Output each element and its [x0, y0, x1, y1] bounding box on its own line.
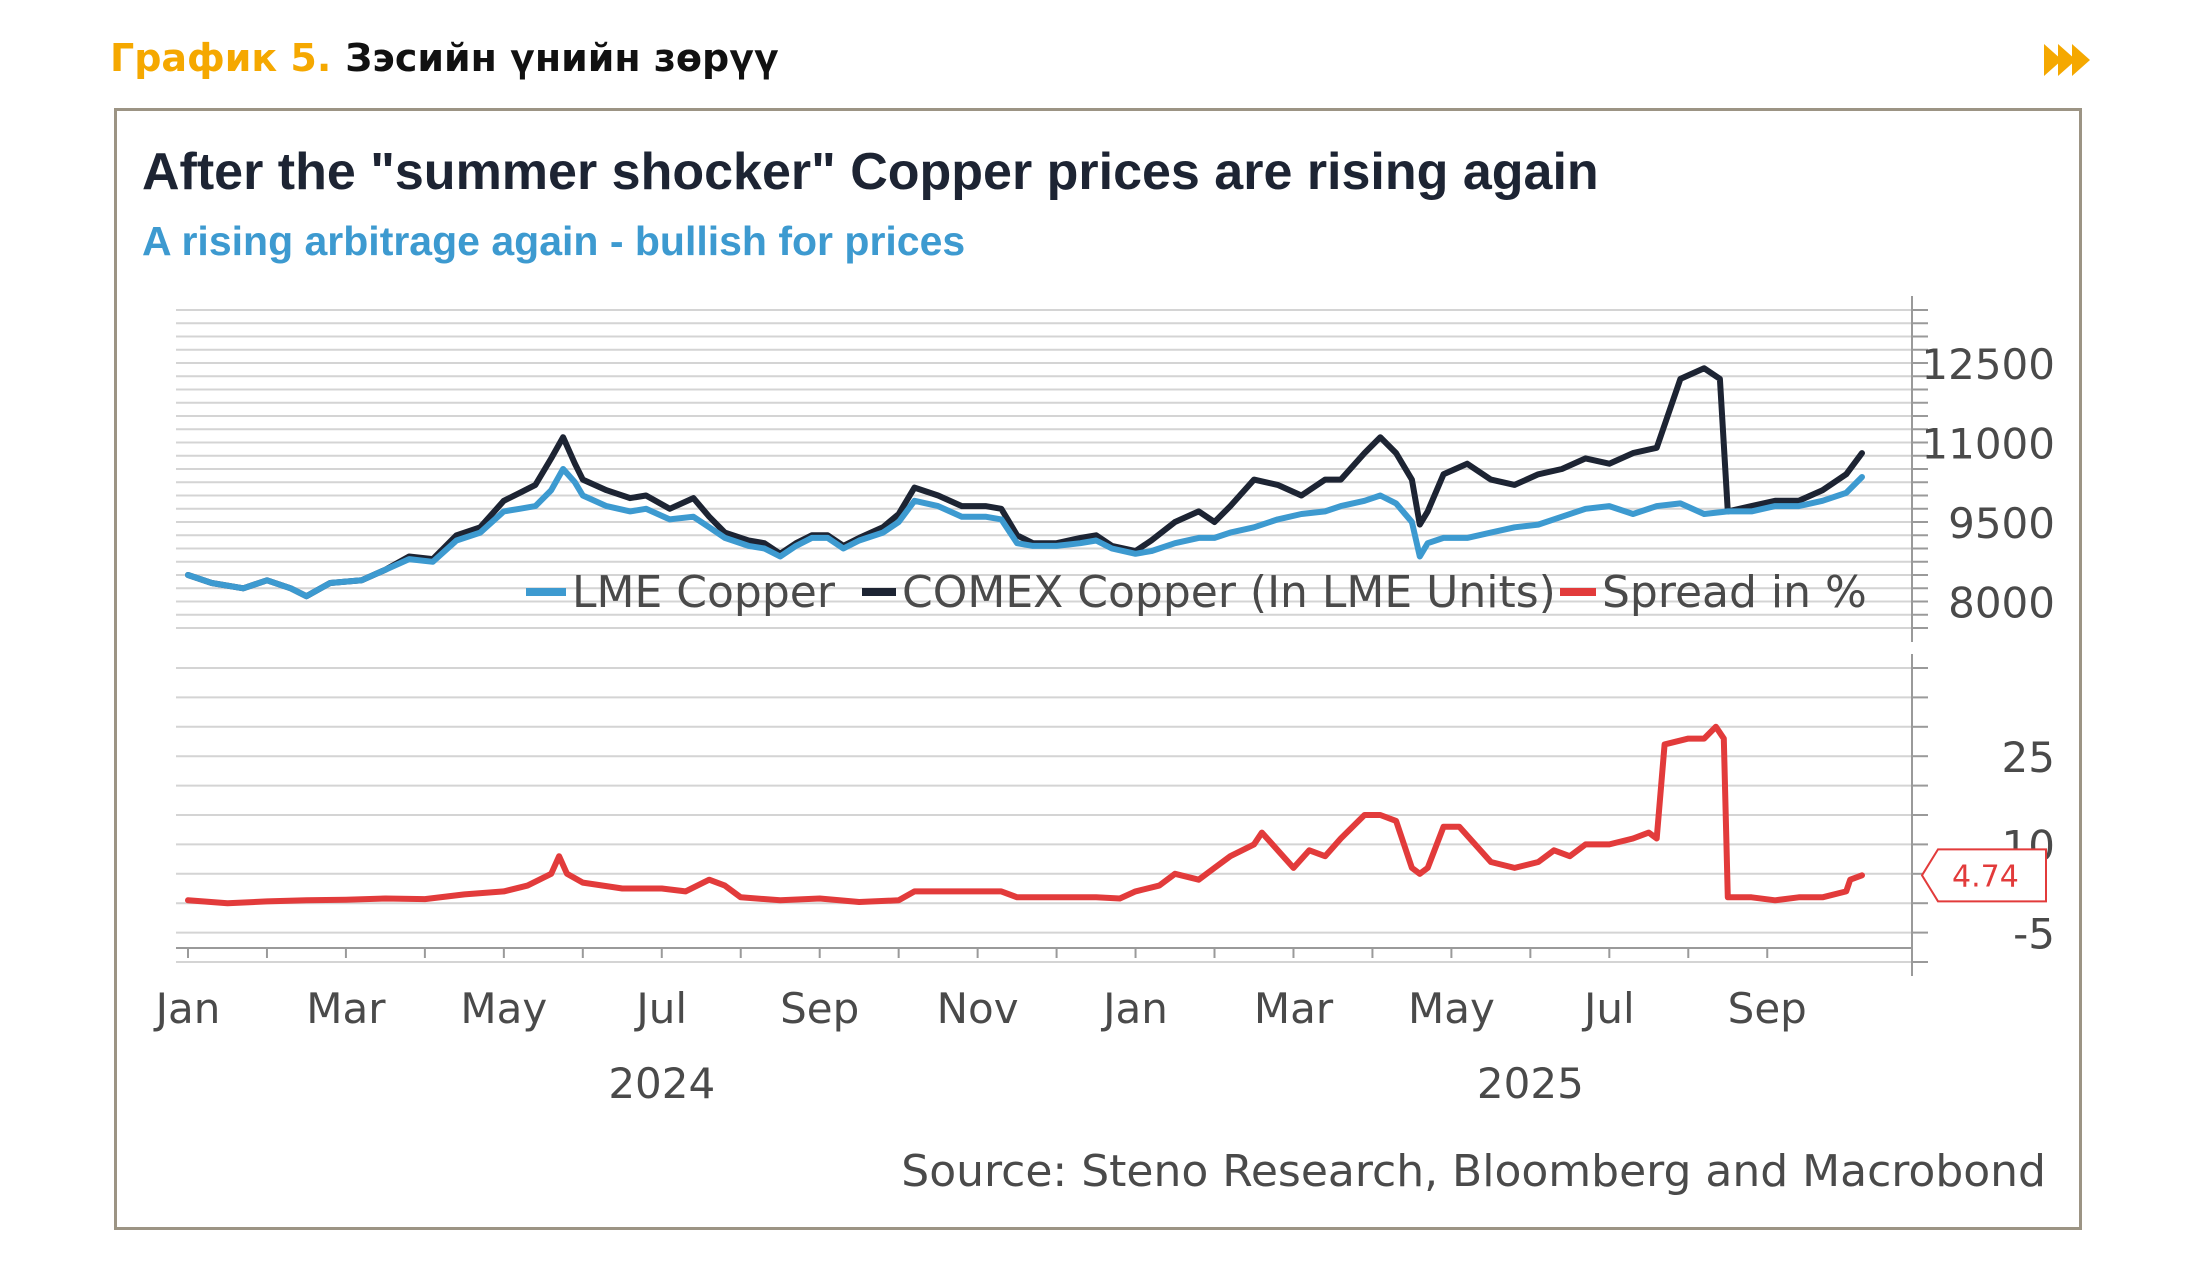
- legend-label-lme: LME Copper: [572, 567, 836, 618]
- spread-line: [185, 723, 1865, 907]
- last-value-box: [1920, 848, 2047, 903]
- x-tick-label: Nov: [937, 984, 1019, 1033]
- x-tick-label: May: [460, 984, 547, 1033]
- bottom-y-tick-label: -5: [2013, 910, 2055, 959]
- legend-label-comex: COMEX Copper (In LME Units): [902, 567, 1556, 618]
- x-tick-label: Jul: [1581, 984, 1635, 1033]
- x-year-label: 2024: [608, 1059, 715, 1108]
- x-tick-label: Mar: [306, 984, 386, 1033]
- bottom-y-tick-label: 25: [2002, 733, 2055, 782]
- x-tick-label: Sep: [780, 984, 859, 1033]
- last-value-label: 4.74: [1952, 859, 2019, 894]
- chart-subtitle: A rising arbitrage again - bullish for p…: [142, 218, 966, 264]
- gridlines: [176, 309, 1912, 963]
- x-tick-label: Sep: [1728, 984, 1807, 1033]
- comex-copper-line: [185, 365, 1865, 600]
- top-y-tick-label: 12500: [1921, 340, 2055, 389]
- x-tick-label: Mar: [1254, 984, 1334, 1033]
- x-tick-label: Jul: [633, 984, 687, 1033]
- chart-title: After the "summer shocker" Copper prices…: [142, 143, 1599, 201]
- top-y-tick-label: 9500: [1948, 499, 2055, 548]
- chart-header: График 5. Зэсийн үнийн зөрүү: [110, 36, 779, 80]
- chart-number: График 5.: [110, 36, 332, 80]
- forward-arrow-icon: [2044, 44, 2090, 76]
- top-y-tick-label: 8000: [1948, 579, 2055, 628]
- chart-source: Source: Steno Research, Bloomberg and Ma…: [901, 1146, 2046, 1197]
- x-tick-label: Jan: [153, 984, 221, 1033]
- series-group: [185, 365, 1865, 907]
- x-year-label: 2025: [1477, 1059, 1584, 1108]
- last-value-callout: 4.74: [1920, 848, 2047, 903]
- top-y-tick-label: 11000: [1921, 420, 2055, 469]
- x-tick-label: Jan: [1100, 984, 1168, 1033]
- lme-copper-line: [185, 466, 1865, 600]
- legend: LME Copper COMEX Copper (In LME Units) S…: [526, 567, 1867, 618]
- chart-heading: Зэсийн үнийн зөрүү: [345, 36, 779, 80]
- x-tick-label: May: [1408, 984, 1495, 1033]
- legend-label-spread: Spread in %: [1602, 567, 1867, 618]
